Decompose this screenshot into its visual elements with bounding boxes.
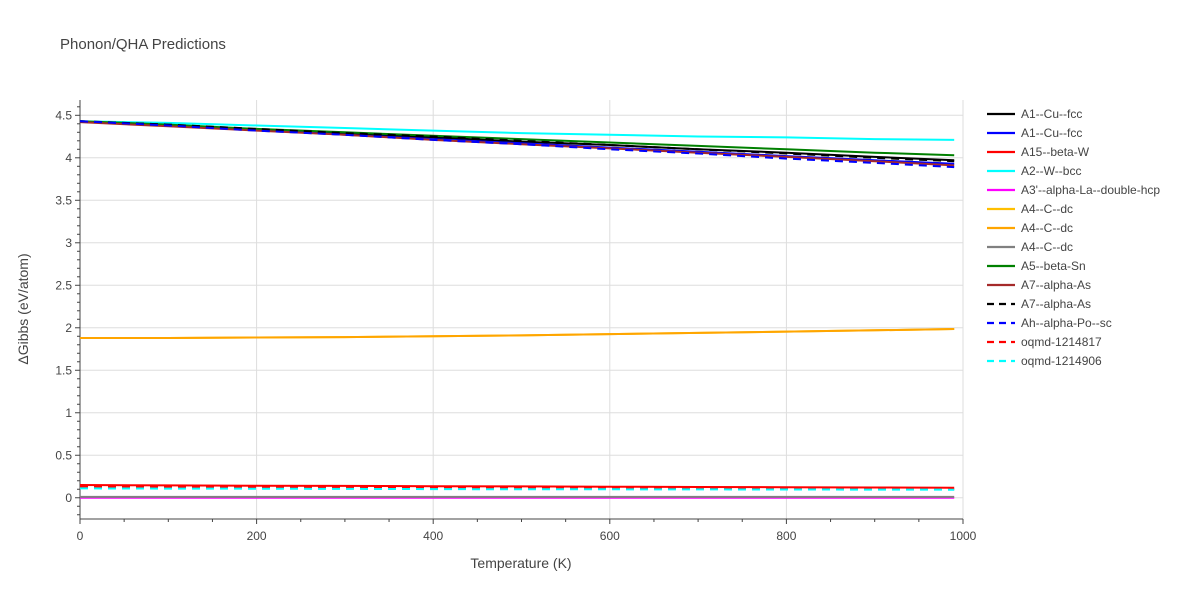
legend-label: A1--Cu--fcc bbox=[1021, 126, 1082, 140]
legend-label: A3'--alpha-La--double-hcp bbox=[1021, 183, 1160, 197]
legend-label: Ah--alpha-Po--sc bbox=[1021, 316, 1112, 330]
x-tick-label: 400 bbox=[423, 529, 443, 543]
legend-label: oqmd-1214906 bbox=[1021, 354, 1102, 368]
series-line-10 bbox=[79, 120, 955, 163]
y-tick-label: 4 bbox=[65, 151, 72, 165]
legend[interactable]: A1--Cu--fcc A1--Cu--fcc A15--beta-W A2--W--… bbox=[987, 107, 1160, 368]
x-tick-label: 1000 bbox=[950, 529, 977, 543]
legend-item[interactable]: A7--alpha-As bbox=[987, 278, 1091, 292]
y-tick-label: 4.5 bbox=[55, 108, 72, 122]
x-tick-label: 800 bbox=[776, 529, 796, 543]
legend-label: A7--alpha-As bbox=[1021, 278, 1091, 292]
y-tick-label: 3 bbox=[65, 236, 72, 250]
series-line-2 bbox=[79, 484, 955, 489]
series-line-6 bbox=[80, 328, 955, 339]
legend-item[interactable]: A4--C--dc bbox=[987, 221, 1073, 235]
legend-label: A5--beta-Sn bbox=[1021, 259, 1086, 273]
legend-label: A7--alpha-As bbox=[1021, 297, 1091, 311]
legend-item[interactable]: A4--C--dc bbox=[987, 240, 1073, 254]
legend-item[interactable]: A7--alpha-As bbox=[987, 297, 1091, 311]
series-layer bbox=[79, 120, 955, 499]
y-tick-label: 0.5 bbox=[55, 448, 72, 462]
legend-label: A4--C--dc bbox=[1021, 240, 1073, 254]
axes-layer: 0 200 400 600 800 1000 0 0.5 1 1.5 2 2.5 3 3.5 4 4.5 bbox=[55, 100, 977, 543]
legend-item[interactable]: A3'--alpha-La--double-hcp bbox=[987, 183, 1160, 197]
legend-label: A2--W--bcc bbox=[1021, 164, 1081, 178]
legend-item[interactable]: Ah--alpha-Po--sc bbox=[987, 316, 1112, 330]
legend-label: A4--C--dc bbox=[1021, 202, 1073, 216]
legend-label: A1--Cu--fcc bbox=[1021, 107, 1082, 121]
x-tick-label: 200 bbox=[247, 529, 267, 543]
legend-item[interactable]: A2--W--bcc bbox=[987, 164, 1081, 178]
y-tick-label: 1.5 bbox=[55, 363, 72, 377]
y-tick-label: 1 bbox=[65, 406, 72, 420]
x-axis-title: Temperature (K) bbox=[470, 555, 571, 571]
legend-item[interactable]: A15--beta-W bbox=[987, 145, 1090, 159]
legend-item[interactable]: A4--C--dc bbox=[987, 202, 1073, 216]
series-line-13 bbox=[79, 487, 955, 491]
y-tick-label: 3.5 bbox=[55, 193, 72, 207]
legend-item[interactable]: A1--Cu--fcc bbox=[987, 107, 1082, 121]
y-tick-label: 2.5 bbox=[55, 278, 72, 292]
legend-item[interactable]: oqmd-1214906 bbox=[987, 354, 1102, 368]
series-line-11 bbox=[79, 120, 955, 169]
legend-item[interactable]: oqmd-1214817 bbox=[987, 335, 1102, 349]
legend-item[interactable]: A5--beta-Sn bbox=[987, 259, 1086, 273]
series-line-3 bbox=[79, 120, 955, 141]
x-tick-label: 600 bbox=[600, 529, 620, 543]
legend-label: A4--C--dc bbox=[1021, 221, 1073, 235]
grid-layer bbox=[80, 100, 964, 519]
legend-label: oqmd-1214817 bbox=[1021, 335, 1102, 349]
x-tick-label: 0 bbox=[77, 529, 84, 543]
y-axis-title: ΔGibbs (eV/atom) bbox=[15, 253, 31, 364]
chart-title: Phonon/QHA Predictions bbox=[60, 36, 226, 53]
legend-item[interactable]: A1--Cu--fcc bbox=[987, 126, 1082, 140]
y-tick-label: 0 bbox=[65, 491, 72, 505]
y-tick-label: 2 bbox=[65, 321, 72, 335]
legend-label: A15--beta-W bbox=[1021, 145, 1090, 159]
